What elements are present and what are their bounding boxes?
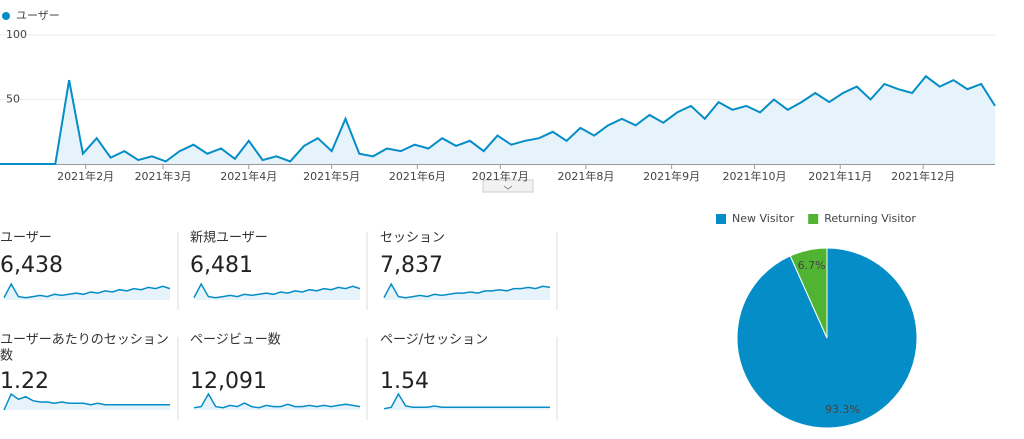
- metric-label: セッション: [380, 231, 445, 246]
- pie-label: 93.3%: [825, 403, 860, 416]
- metric-label: ユーザーあたりのセッション: [0, 333, 169, 348]
- x-tick-label: 2021年12月: [891, 169, 955, 183]
- handle-icon: [503, 185, 513, 190]
- legend-swatch: [808, 214, 819, 224]
- y-tick-label: 100: [6, 28, 27, 41]
- sparkline-area: [384, 284, 550, 300]
- metric-label: ページ/セッション: [380, 333, 488, 348]
- sparkline: [193, 392, 361, 409]
- metric-value: 1.22: [0, 369, 49, 394]
- series-area: [0, 76, 995, 164]
- metric-value: 6,481: [190, 253, 253, 278]
- x-tick-label: 2021年11月: [808, 169, 872, 183]
- sparkline-area: [384, 394, 550, 410]
- x-tick-label: 2021年3月: [135, 169, 192, 183]
- sparkline: [3, 392, 170, 411]
- sparkline: [193, 282, 361, 299]
- metric-label: 数: [0, 349, 13, 364]
- pie-label: 6.7%: [798, 259, 826, 272]
- x-tick-label: 2021年9月: [643, 169, 700, 183]
- sparkline: [3, 282, 171, 299]
- sparkline-area: [4, 284, 170, 300]
- legend-label: New Visitor: [732, 212, 795, 225]
- metric-value: 7,837: [380, 253, 443, 278]
- metric-value: 1.54: [380, 369, 429, 394]
- legend-swatch: [716, 214, 726, 224]
- legend-label: Returning Visitor: [824, 212, 916, 225]
- x-tick-label: 2021年4月: [220, 169, 277, 183]
- metric-value: 6,438: [0, 253, 63, 278]
- sparkline: [383, 282, 551, 299]
- metric-label: ユーザー: [0, 231, 52, 246]
- x-tick-label: 2021年6月: [389, 169, 446, 183]
- sparkline-area: [194, 284, 360, 300]
- metric-value: 12,091: [190, 369, 267, 394]
- y-tick-label: 50: [6, 93, 20, 106]
- x-tick-label: 2021年10月: [723, 169, 787, 183]
- x-tick-label: 2021年5月: [303, 169, 360, 183]
- legend-label: ユーザー: [16, 9, 60, 22]
- x-tick-label: 2021年8月: [557, 169, 614, 183]
- metric-label: ページビュー数: [190, 333, 281, 348]
- scroll-handle[interactable]: [482, 179, 534, 193]
- pie-slice: [789, 247, 828, 339]
- x-tick-label: 2021年7月: [472, 169, 529, 183]
- series-line: [0, 74, 996, 165]
- sparkline-area: [4, 394, 170, 410]
- x-tick-label: 2021年2月: [57, 169, 114, 183]
- legend-dot: [2, 12, 10, 20]
- metric-label: 新規ユーザー: [190, 231, 268, 246]
- sparkline: [383, 392, 550, 410]
